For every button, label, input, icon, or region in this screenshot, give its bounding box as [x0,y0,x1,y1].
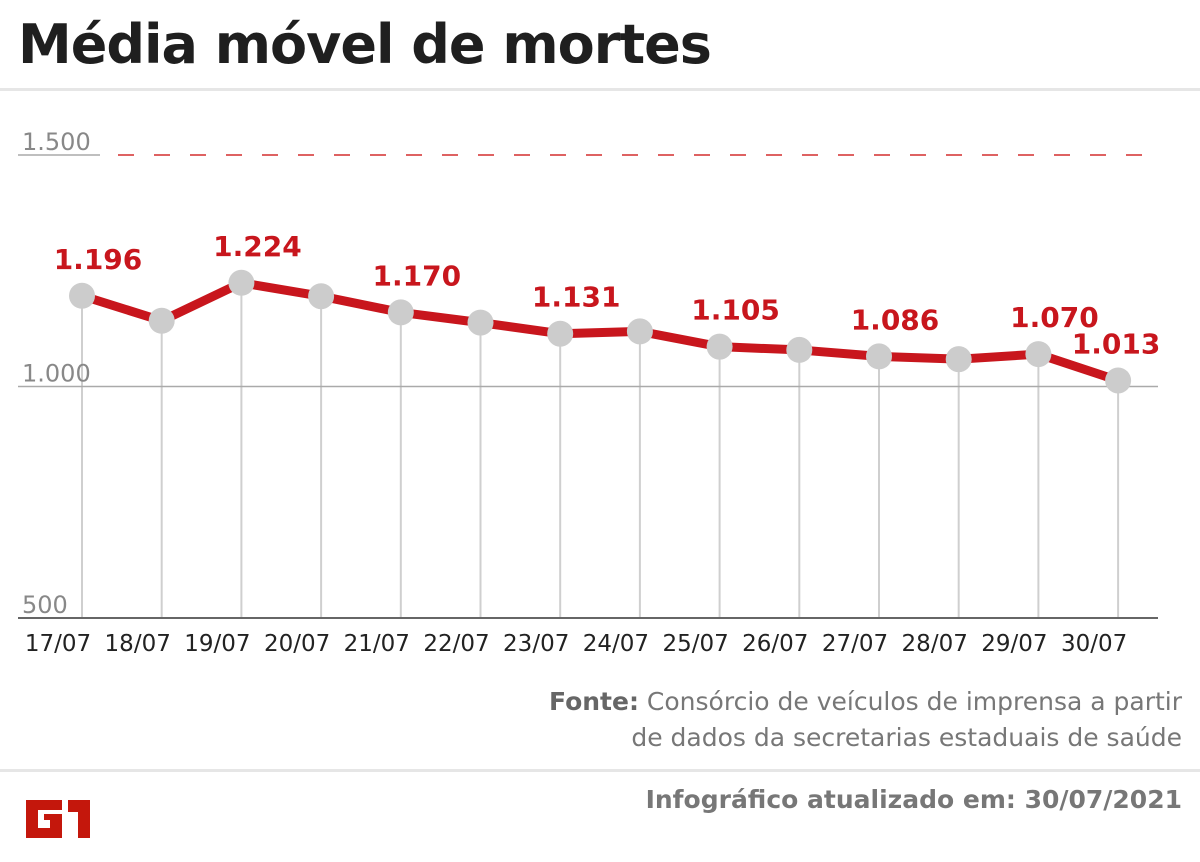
ytick-label: 1.500 [22,128,91,156]
header-divider [0,88,1200,91]
data-label: 1.013 [1072,327,1161,360]
data-label: 1.070 [1010,301,1099,334]
xtick-label: 21/07 [344,631,410,657]
data-point-22-07 [467,309,494,336]
data-label: 1.131 [532,281,621,314]
xtick-label: 30/07 [1061,631,1127,657]
data-point-20-07 [308,283,335,310]
xtick-label: 18/07 [105,631,171,657]
data-label: 1.224 [213,230,302,263]
g1-logo [26,800,90,838]
xtick-label: 25/07 [662,631,728,657]
data-point-18-07 [148,307,175,334]
xtick-label: 22/07 [423,631,489,657]
data-point-21-07 [387,299,414,326]
data-point-24-07 [626,318,653,345]
updated-note: Infográfico atualizado em: 30/07/2021 [645,785,1182,814]
data-point-29-07 [1025,341,1052,368]
xtick-label: 27/07 [822,631,888,657]
xtick-label: 24/07 [583,631,649,657]
data-point-30-07 [1105,367,1132,394]
data-label: 1.170 [373,259,462,292]
source-label: Fonte: [549,687,639,716]
data-point-23-07 [547,320,574,347]
xtick-label: 28/07 [902,631,968,657]
data-point-17-07 [69,282,95,309]
data-label: 1.086 [851,303,940,336]
data-point-27-07 [866,343,892,370]
xtick-label: 29/07 [981,631,1047,657]
xtick-label: 23/07 [503,631,569,657]
source-line-2: de dados da secretarias estaduais de saú… [631,723,1182,752]
xtick-label: 20/07 [264,631,330,657]
ytick-label: 500 [22,591,68,619]
data-point-19-07 [228,269,255,296]
line-chart: 500 1.000 1.500 1.196 1.224 1.170 1.131 1.105 1.… [18,128,1161,657]
source-line-1: Consórcio de veículos de imprensa a part… [646,687,1182,716]
data-label: 1.105 [691,294,780,327]
footer-divider [0,769,1200,772]
series-line [77,278,1123,385]
source-note: Fonte: Consórcio de veículos de imprensa… [482,684,1182,756]
xtick-label: 19/07 [184,631,250,657]
xtick-label: 17/07 [25,631,91,657]
data-point-28-07 [945,346,972,373]
data-label: 1.196 [54,243,143,276]
data-point-25-07 [706,333,733,360]
chart-title: Média móvel de mortes [18,13,712,76]
data-point-26-07 [786,336,813,363]
xtick-label: 26/07 [742,631,808,657]
ytick-label: 1.000 [22,360,91,388]
